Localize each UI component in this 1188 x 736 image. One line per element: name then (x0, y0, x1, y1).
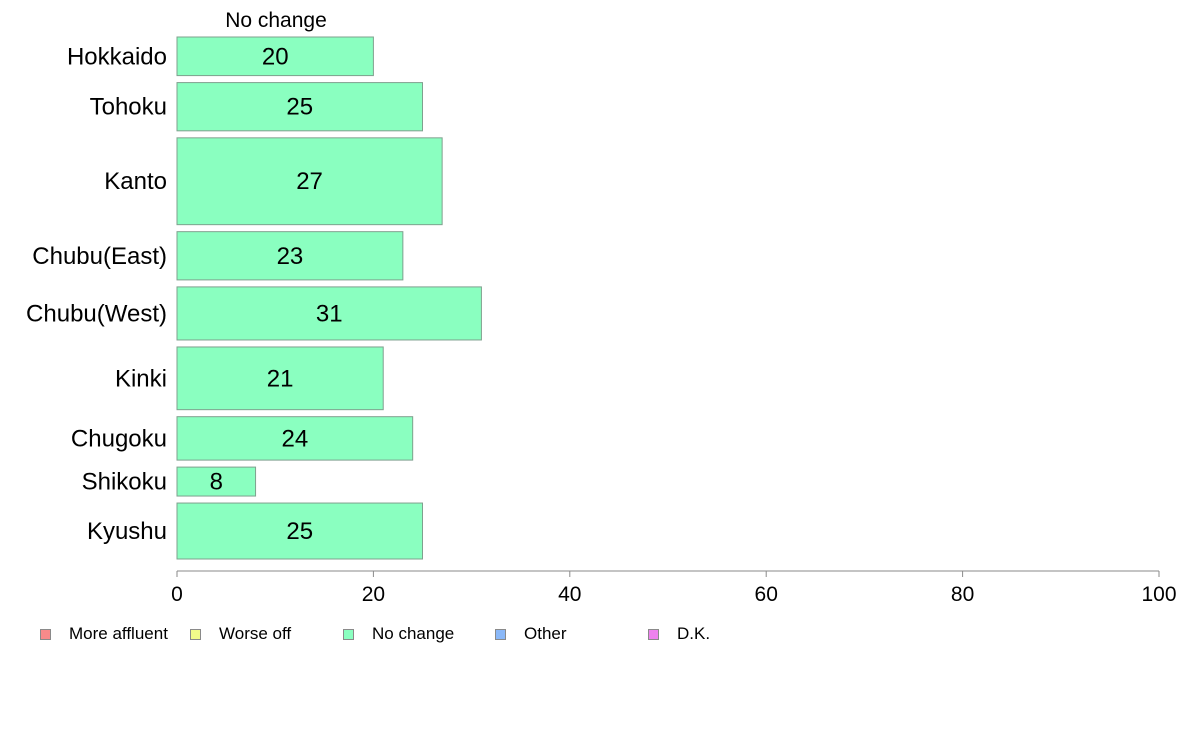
value-label-chugoku: 24 (281, 425, 308, 452)
value-label-tohoku: 25 (286, 94, 313, 121)
bar-chubu-east (176, 231, 404, 281)
value-label-shikoku: 8 (210, 469, 223, 496)
legend-item-d-k: D.K. (648, 624, 710, 644)
x-tick-label-0: 0 (171, 583, 183, 606)
legend-swatch-worse-off (190, 628, 201, 640)
bar-kinki (176, 346, 384, 411)
legend-label-other: Other (524, 624, 567, 643)
x-tick-label-60: 60 (755, 583, 778, 606)
value-label-chubu-west: 31 (316, 300, 343, 327)
legend-label-no-change: No change (372, 624, 455, 643)
category-label-chubu-west: Chubu(West) (26, 300, 167, 327)
legend-item-other: Other (495, 624, 567, 644)
bar-shikoku (176, 466, 257, 497)
legend-swatch-more-affluent (40, 628, 51, 640)
legend-item-no-change: No change (343, 624, 454, 644)
bar-kanto (176, 137, 443, 226)
category-label-chugoku: Chugoku (71, 425, 167, 452)
value-label-kyushu: 25 (286, 518, 313, 545)
category-label-kanto: Kanto (104, 168, 167, 195)
bar-kyushu (176, 502, 423, 560)
x-tick-label-100: 100 (1141, 583, 1176, 606)
chart-title: No change (225, 9, 327, 32)
legend-item-more-affluent: More affluent (40, 624, 168, 644)
category-label-kyushu: Kyushu (87, 518, 167, 545)
legend-swatch-no-change (343, 628, 354, 640)
legend-item-worse-off: Worse off (190, 624, 291, 644)
category-label-kinki: Kinki (115, 365, 167, 392)
category-label-shikoku: Shikoku (82, 469, 167, 496)
value-label-hokkaido: 20 (262, 43, 289, 70)
bar-tohoku (176, 82, 423, 132)
value-label-kinki: 21 (267, 365, 294, 392)
bar-chugoku (176, 416, 414, 461)
value-label-kanto: 27 (296, 168, 323, 195)
x-tick-label-20: 20 (362, 583, 385, 606)
legend-label-more-affluent: More affluent (69, 624, 168, 643)
legend-label-worse-off: Worse off (219, 624, 292, 643)
legend-swatch-d-k (648, 628, 659, 640)
x-tick-label-40: 40 (558, 583, 581, 606)
category-label-tohoku: Tohoku (90, 94, 167, 121)
bar-hokkaido (176, 36, 374, 77)
legend-swatch-other (495, 628, 506, 640)
value-label-chubu-east: 23 (277, 243, 304, 270)
category-label-chubu-east: Chubu(East) (32, 243, 167, 270)
bar-chart: No change Hokkaido 20 Tohoku 25 Kanto 27 Chubu… (26, 9, 1176, 606)
category-label-hokkaido: Hokkaido (67, 43, 167, 70)
bar-chubu-west (176, 286, 482, 341)
x-tick-label-80: 80 (951, 583, 974, 606)
legend-label-d-k: D.K. (677, 624, 711, 643)
